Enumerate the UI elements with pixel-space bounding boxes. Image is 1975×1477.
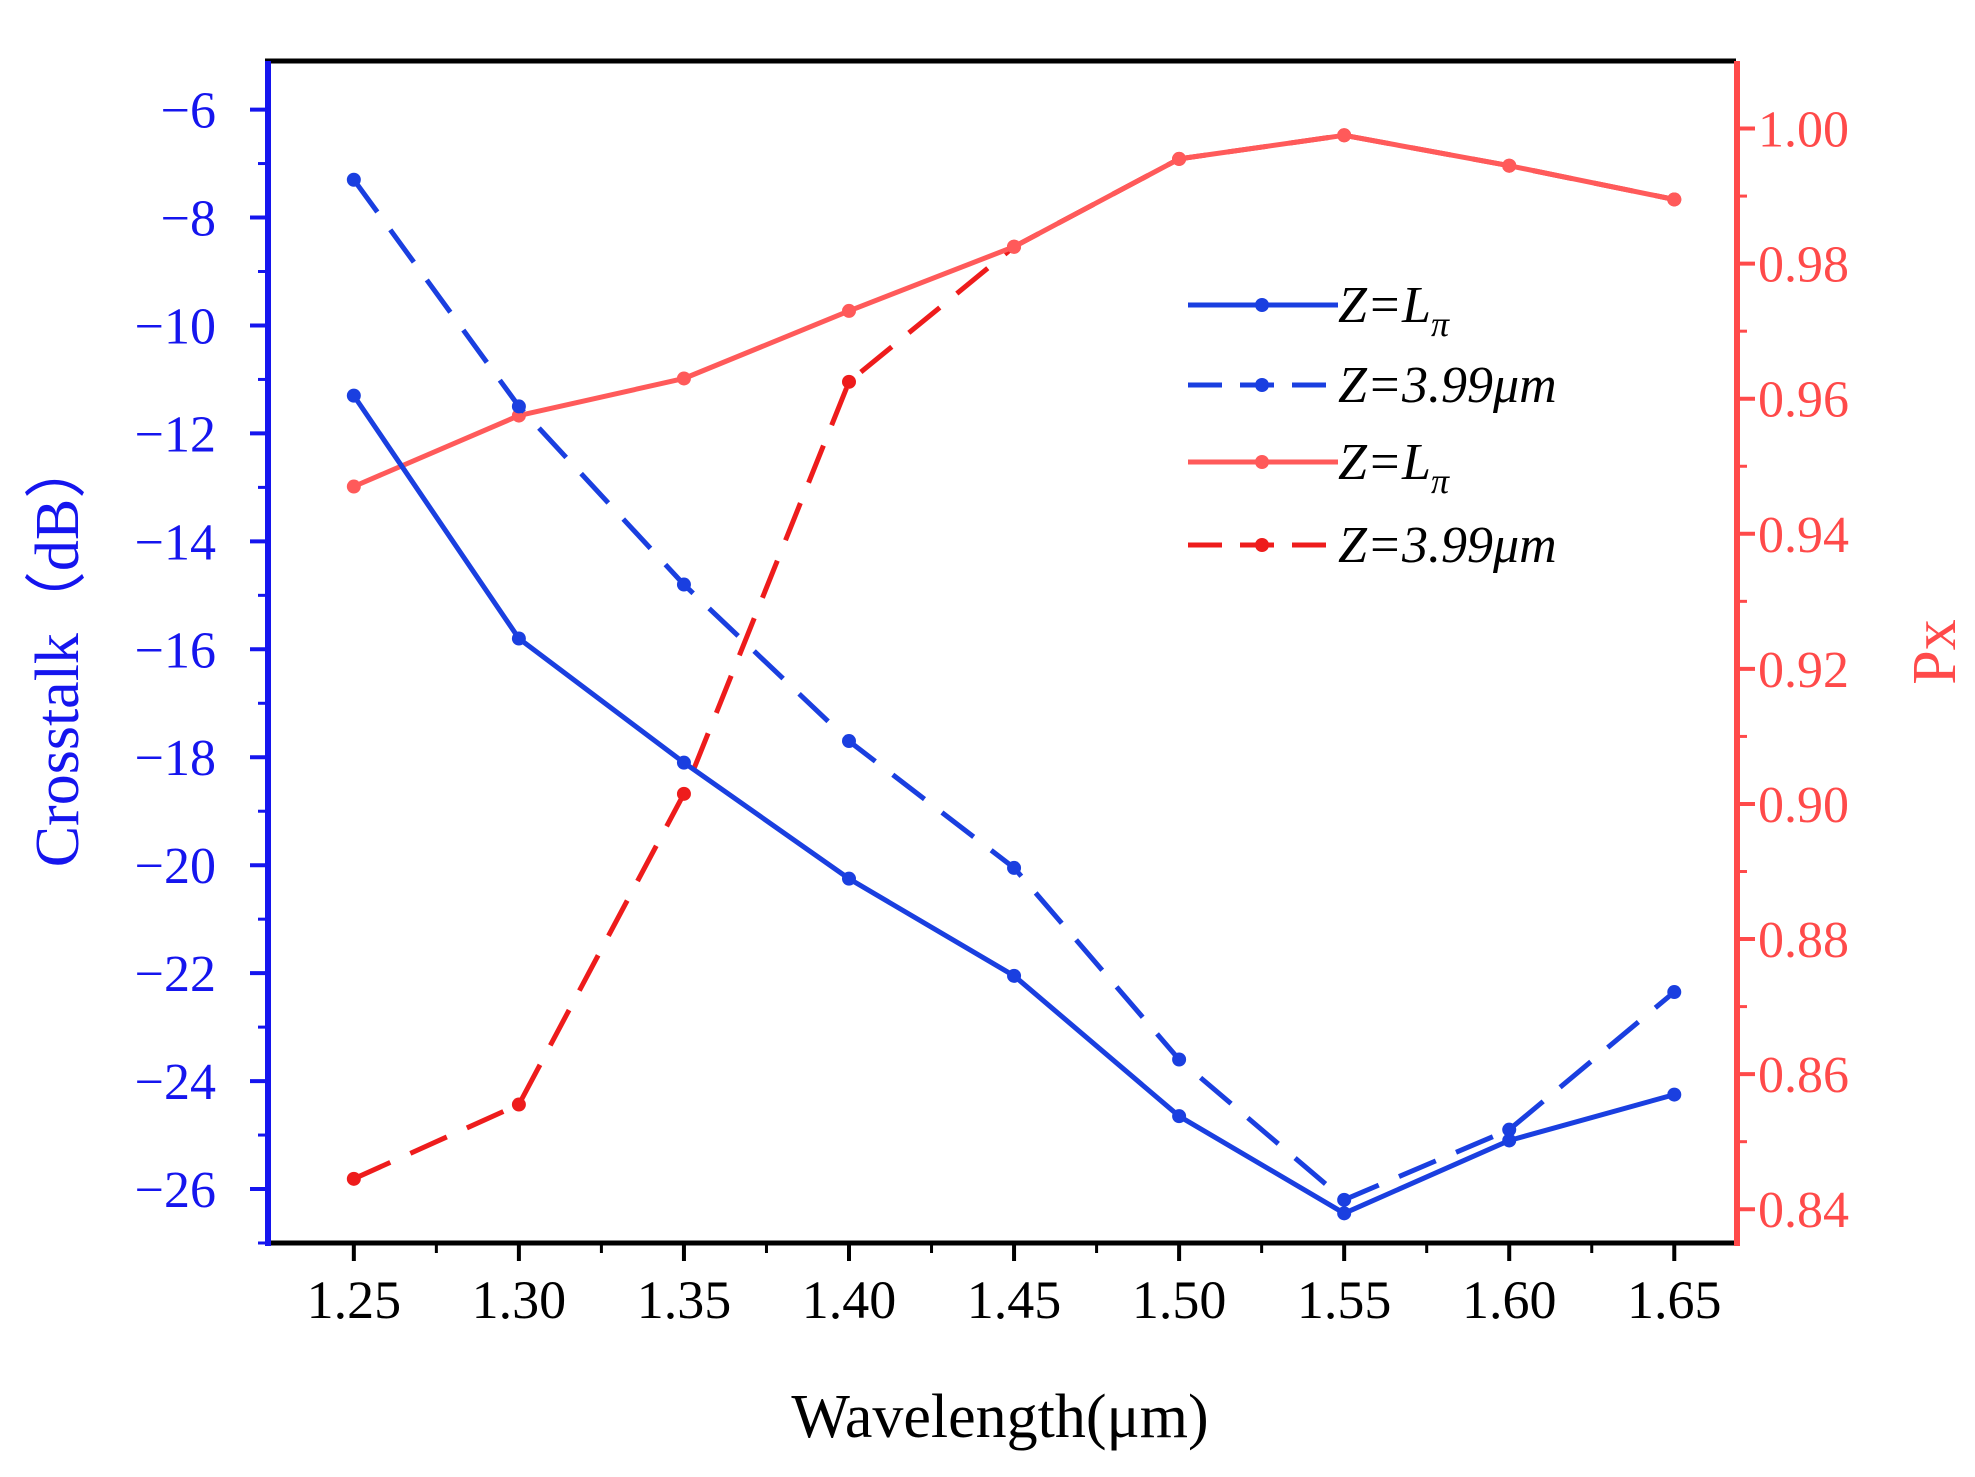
x-tick-label: 1.40 — [802, 1270, 897, 1330]
left-y-tick-label: −12 — [135, 406, 216, 463]
left-y-tick-label: −22 — [135, 946, 216, 1003]
x-axis-ticks: 1.25 1.30 1.35 1.40 1.45 1.50 1.55 1.60 1.65 — [307, 1243, 1722, 1330]
data-point-left-dashed — [1502, 1122, 1517, 1137]
data-point-left-dashed — [346, 172, 361, 187]
right-y-tick-label: 0.88 — [1758, 912, 1849, 969]
data-point-right-solid — [1667, 192, 1682, 207]
data-point-right-solid — [676, 371, 691, 386]
data-point-left-solid — [1667, 1087, 1682, 1102]
data-point-right-dashed — [676, 786, 691, 801]
left-y-tick-label: −10 — [135, 298, 216, 355]
legend-entry: Z=Lπ — [1188, 277, 1450, 344]
x-tick-label: 1.45 — [967, 1270, 1062, 1330]
data-point-right-solid — [1502, 158, 1517, 173]
legend-entry: Z=3.99μm — [1188, 357, 1557, 414]
x-tick-label: 1.55 — [1297, 1270, 1392, 1330]
right-y-ticks: 0.84 0.86 0.88 0.90 0.92 0.94 0.96 0.98 1.00 — [1737, 102, 1849, 1239]
data-point-left-dashed — [841, 734, 856, 749]
data-point-left-dashed — [1667, 985, 1682, 1000]
right-y-tick-label: 0.96 — [1758, 372, 1849, 429]
x-tick-label: 1.60 — [1462, 1270, 1557, 1330]
data-point-left-solid — [346, 388, 361, 403]
legend-marker-red-solid — [1255, 455, 1269, 469]
legend-label-blue-solid: Z=Lπ — [1338, 277, 1450, 344]
data-point-left-solid — [1007, 968, 1022, 983]
data-point-right-solid — [1172, 151, 1187, 166]
right-y-tick-label: 1.00 — [1758, 102, 1849, 159]
right-y-tick-label: 0.92 — [1758, 642, 1849, 699]
x-axis-title: Wavelength(μm) — [791, 1383, 1208, 1451]
data-point-left-solid — [1337, 1206, 1352, 1221]
left-y-tick-label: −14 — [135, 514, 216, 571]
data-point-right-solid — [1007, 239, 1022, 254]
right-y-axis-title: Px — [1901, 619, 1969, 684]
legend-label-red-solid: Z=Lπ — [1338, 434, 1450, 501]
left-y-axis-title: Crosstalk（dB） — [24, 437, 92, 868]
legend: Z=Lπ Z=3.99μm Z=Lπ Z=3.99μm — [1188, 277, 1557, 574]
left-y-tick-label: −20 — [135, 838, 216, 895]
legend-label-main: Z=L — [1338, 434, 1431, 491]
data-point-left-dashed — [511, 399, 526, 414]
legend-label-main: Z=L — [1338, 277, 1431, 334]
x-tick-label: 1.25 — [307, 1270, 402, 1330]
data-point-left-dashed — [1337, 1192, 1352, 1207]
left-y-tick-label: −16 — [135, 622, 216, 679]
series-line-left-dashed — [351, 178, 1676, 1203]
data-point-right-dashed — [511, 1097, 526, 1112]
x-tick-label: 1.50 — [1132, 1270, 1227, 1330]
right-y-tick-label: 0.90 — [1758, 777, 1849, 834]
left-y-tick-label: −6 — [161, 83, 216, 140]
series-layer — [346, 128, 1682, 1221]
data-point-right-solid — [841, 303, 856, 318]
data-point-left-solid — [676, 755, 691, 770]
data-point-left-dashed — [1172, 1052, 1187, 1067]
legend-label-blue-dashed: Z=3.99μm — [1338, 357, 1557, 414]
legend-entry: Z=Lπ — [1188, 434, 1450, 501]
right-y-tick-label: 0.94 — [1758, 507, 1849, 564]
right-y-tick-label: 0.98 — [1758, 237, 1849, 294]
legend-marker-red-dashed — [1255, 538, 1269, 552]
data-point-left-solid — [1502, 1133, 1517, 1148]
legend-label-subscript: π — [1431, 304, 1450, 344]
right-y-tick-label: 0.84 — [1758, 1182, 1849, 1239]
left-y-tick-label: −8 — [161, 191, 216, 248]
axes-layer — [265, 58, 1740, 1246]
data-point-left-solid — [841, 871, 856, 886]
data-point-right-dashed — [346, 1171, 361, 1186]
left-y-tick-label: −24 — [135, 1054, 216, 1111]
data-point-right-solid — [1337, 128, 1352, 143]
legend-label-subscript: π — [1431, 461, 1450, 501]
legend-marker-blue-dashed — [1255, 378, 1269, 392]
left-y-ticks: −6 −8 −10 −12 −14 −16 −18 −20 −22 −24 −26 — [135, 83, 268, 1245]
data-point-right-solid — [346, 479, 361, 494]
left-y-tick-label: −18 — [135, 730, 216, 787]
data-point-left-dashed — [676, 577, 691, 592]
series-line-right-dashed — [352, 132, 1675, 1182]
x-tick-label: 1.35 — [637, 1270, 732, 1330]
data-point-right-dashed — [841, 374, 856, 389]
data-point-left-solid — [1172, 1109, 1187, 1124]
x-tick-label: 1.65 — [1627, 1270, 1722, 1330]
right-y-tick-label: 0.86 — [1758, 1047, 1849, 1104]
series-line-right-solid — [352, 132, 1675, 489]
legend-label-red-dashed: Z=3.99μm — [1338, 517, 1557, 574]
legend-entry: Z=3.99μm — [1188, 517, 1557, 574]
data-point-left-dashed — [1007, 860, 1022, 875]
data-point-left-solid — [511, 631, 526, 646]
x-tick-label: 1.30 — [472, 1270, 567, 1330]
legend-marker-blue-solid — [1255, 298, 1269, 312]
left-y-tick-label: −26 — [135, 1162, 216, 1219]
